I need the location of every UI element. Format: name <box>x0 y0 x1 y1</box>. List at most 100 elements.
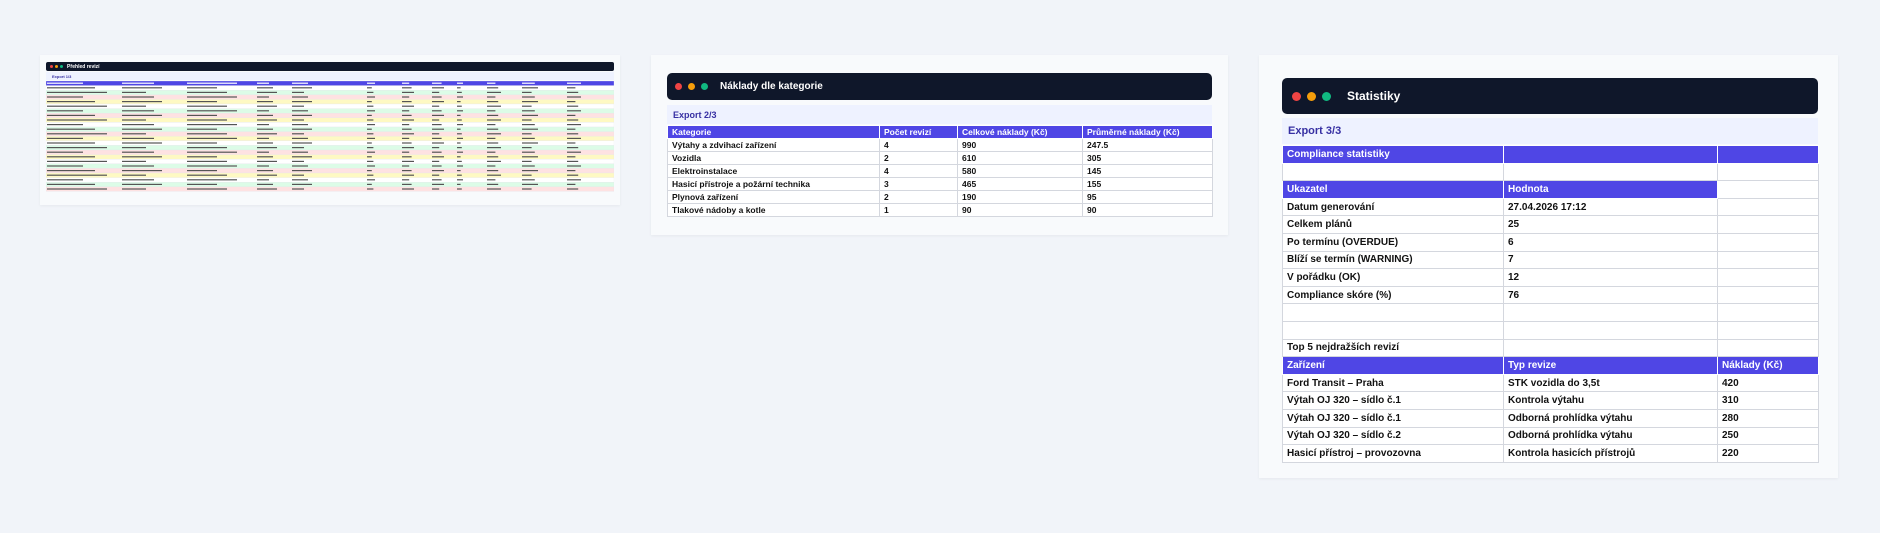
mini-decor <box>402 133 414 135</box>
mini-decor <box>487 137 496 139</box>
mini-decor <box>47 156 95 158</box>
mini-decor <box>122 124 154 126</box>
mini-decor <box>187 170 217 172</box>
mini-decor <box>292 105 304 107</box>
mini-decor <box>122 119 146 121</box>
cell: 4 <box>879 138 958 152</box>
mini-decor <box>187 165 237 167</box>
mini-decor <box>522 147 532 149</box>
table-row: Výtah OJ 320 – sídlo č.1 Odborná prohlídk… <box>1282 408 1819 428</box>
mini-decor <box>292 96 308 98</box>
mini-decor <box>257 87 273 89</box>
mini-decor <box>367 160 374 162</box>
mini-decor <box>47 183 95 185</box>
header-cell: Hodnota <box>1503 180 1718 199</box>
header-cell: Průměrné náklady (Kč) <box>1082 125 1213 139</box>
header-row: Kategorie Počet revizí Celkové náklady (Kč… <box>667 125 1213 139</box>
mini-decor <box>487 124 496 126</box>
mini-decor <box>402 160 414 162</box>
mini-decor <box>567 165 581 167</box>
mini-decor <box>487 87 499 89</box>
mini-decor <box>292 82 308 84</box>
panel: Přehled revizí Export 1/3 <box>40 55 620 205</box>
mini-decor <box>522 87 538 89</box>
export-label: Export 1/3 <box>46 72 614 80</box>
mini-decor <box>187 142 217 144</box>
mini-decor <box>47 179 83 181</box>
mini-decor <box>292 174 304 176</box>
mini-decor <box>432 91 440 93</box>
mini-decor <box>367 133 374 135</box>
mini-decor <box>257 160 277 162</box>
mini-decor <box>257 179 269 181</box>
cell <box>1717 338 1819 358</box>
mini-decor <box>567 160 579 162</box>
mini-decor <box>567 110 581 112</box>
mini-decor <box>47 151 83 153</box>
mini-decor <box>402 101 412 103</box>
mini-decor <box>567 114 576 116</box>
mini-decor <box>522 105 532 107</box>
export-label: Export 3/3 <box>1282 118 1818 144</box>
mini-decor <box>487 101 499 103</box>
table-row: Výtah OJ 320 – sídlo č.1 Kontrola výtahu 3… <box>1282 391 1819 410</box>
mini-decor <box>402 147 414 149</box>
mini-decor <box>122 96 154 98</box>
mini-decor <box>367 170 372 172</box>
cell: Celkem plánů <box>1282 215 1504 234</box>
mini-decor <box>187 101 217 103</box>
mini-decor <box>257 133 277 135</box>
mini-decor <box>457 179 463 181</box>
mini-decor <box>402 82 410 84</box>
mini-decor <box>367 87 372 89</box>
table-row: Elektroinstalace 4 580 145 <box>667 164 1213 178</box>
mini-decor <box>457 170 461 172</box>
mini-decor <box>402 96 410 98</box>
mini-decor <box>402 91 414 93</box>
cell: 76 <box>1503 285 1718 305</box>
table-row: V pořádku (OK) 12 <box>1282 268 1819 287</box>
header-cell: Kategorie <box>667 125 880 139</box>
mini-decor <box>122 137 154 139</box>
mini-decor <box>257 156 273 158</box>
cell: Plynová zařízení <box>667 190 880 204</box>
mini-decor <box>122 105 146 107</box>
mini-decor <box>257 188 277 190</box>
mini-decor <box>367 128 372 130</box>
table-row <box>1282 303 1819 322</box>
cell: Odborná prohlídka výtahu <box>1503 426 1718 446</box>
panel-title: Statistiky <box>1347 89 1401 103</box>
cell <box>1282 320 1504 340</box>
mini-decor <box>187 96 237 98</box>
mini-decor <box>187 110 237 112</box>
mini-decor <box>187 87 217 89</box>
cell <box>1717 232 1819 252</box>
mini-decor <box>122 151 154 153</box>
mini-decor <box>367 137 375 139</box>
mini-decor <box>567 133 579 135</box>
cell: 990 <box>957 138 1083 152</box>
mini-decor <box>522 179 535 181</box>
mini-decor <box>367 142 372 144</box>
table-row: Datum generování 27.04.2026 17:12 <box>1282 197 1819 217</box>
mini-decor <box>522 101 538 103</box>
mini-decor <box>47 170 95 172</box>
mini-decor <box>187 91 227 93</box>
mini-decor <box>257 142 273 144</box>
mini-decor <box>432 179 442 181</box>
mini-decor <box>367 110 375 112</box>
mini-decor <box>432 82 442 84</box>
mini-decor <box>47 87 95 89</box>
cell: 610 <box>957 151 1083 165</box>
cell: 1 <box>879 203 958 217</box>
cell: Hasicí přístroje a požární technika <box>667 177 880 191</box>
mini-decor <box>292 114 312 116</box>
cell <box>1717 215 1819 234</box>
cell <box>1717 162 1819 182</box>
cell: Datum generování <box>1282 197 1504 217</box>
cell: 280 <box>1717 408 1819 428</box>
mini-decor <box>47 128 95 130</box>
mini-decor <box>47 133 107 135</box>
mini-decor <box>567 147 579 149</box>
cell: 190 <box>957 190 1083 204</box>
